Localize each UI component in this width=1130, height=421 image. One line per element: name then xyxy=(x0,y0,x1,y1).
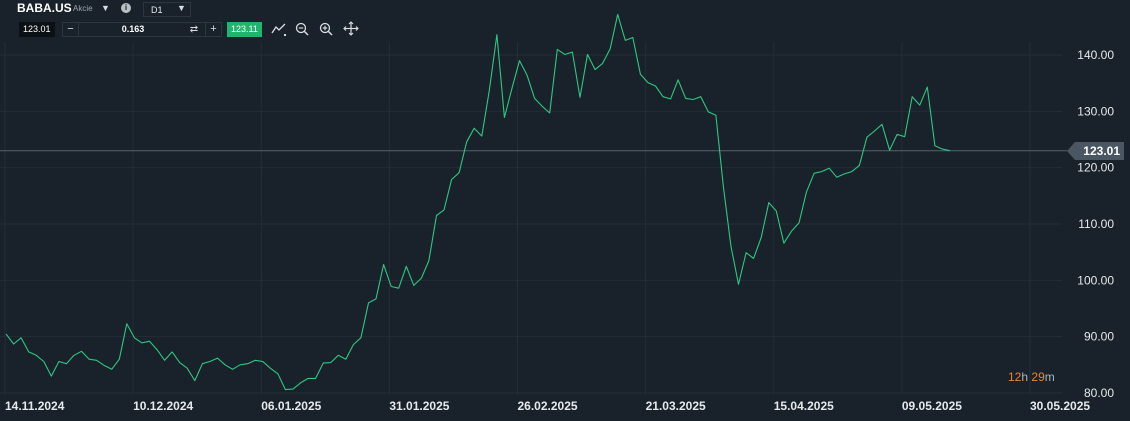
y-axis-labels: 80.00 90.00 100.00 110.00 120.00 130.00 140.00 xyxy=(1077,48,1114,400)
x-tick-label: 06.01.2025 xyxy=(261,399,321,413)
trade-toolbar: 123.01 − 0.163 ⇄ + 123.11 xyxy=(0,20,420,42)
timeframe-select[interactable]: D1 xyxy=(143,2,191,17)
volume-input[interactable]: 0.163 xyxy=(121,24,145,34)
y-tick-label: 130.00 xyxy=(1077,104,1114,118)
vertical-gridlines xyxy=(4,42,1031,395)
y-tick-label: 90.00 xyxy=(1084,330,1114,344)
timeframe-value: D1 xyxy=(151,5,163,15)
candle-countdown: 12h 29m xyxy=(1008,370,1055,384)
symbol-name[interactable]: BABA.US xyxy=(17,1,72,15)
chevron-down-icon[interactable]: ▼ xyxy=(101,3,110,13)
x-tick-label: 21.03.2025 xyxy=(646,399,706,413)
buy-button[interactable]: 123.11 xyxy=(227,22,262,37)
swap-icon[interactable]: ⇄ xyxy=(189,24,199,35)
y-tick-label: 100.00 xyxy=(1077,273,1114,287)
series-line xyxy=(5,13,951,391)
info-icon[interactable]: i xyxy=(121,3,131,13)
timer-minutes: 29 xyxy=(1031,370,1045,384)
horizontal-gridlines xyxy=(0,54,1062,394)
y-tick-label: 140.00 xyxy=(1077,48,1114,62)
y-tick-label: 110.00 xyxy=(1078,217,1114,231)
timer-hours: 12 xyxy=(1008,370,1022,384)
current-price-label: 123.01 xyxy=(1067,142,1124,160)
symbol-type: Akcie xyxy=(73,4,93,13)
volume-plus-button[interactable]: + xyxy=(205,23,221,36)
timeframe-chevron-down-icon[interactable]: ▼ xyxy=(177,3,186,13)
x-tick-label: 15.04.2025 xyxy=(774,399,834,413)
zoom-out-icon[interactable] xyxy=(294,21,310,37)
x-tick-label: 31.01.2025 xyxy=(389,399,449,413)
x-tick-label: 10.12.2024 xyxy=(133,399,193,413)
x-tick-label: 14.11.2024 xyxy=(5,399,65,413)
volume-minus-button[interactable]: − xyxy=(63,23,79,36)
symbol-toolbar: BABA.US Akcie ▼ i D1 ▼ xyxy=(0,0,420,20)
x-tick-label: 26.02.2025 xyxy=(518,399,578,413)
timer-minutes-unit: m xyxy=(1044,370,1055,384)
volume-stepper: − 0.163 ⇄ + xyxy=(62,22,222,37)
move-icon[interactable] xyxy=(343,21,359,37)
trend-line-icon[interactable] xyxy=(271,21,287,37)
sell-button[interactable]: 123.01 xyxy=(19,22,55,37)
timer-hours-unit: h xyxy=(1021,370,1029,384)
y-tick-label: 120.00 xyxy=(1077,161,1114,175)
zoom-in-icon[interactable] xyxy=(318,21,334,37)
x-tick-label: 30.05.2025 xyxy=(1030,399,1090,413)
x-axis-labels: 14.11.2024 10.12.2024 06.01.2025 31.01.2025… xyxy=(5,399,1090,413)
y-tick-label: 80.00 xyxy=(1084,386,1114,400)
x-tick-label: 09.05.2025 xyxy=(902,399,962,413)
